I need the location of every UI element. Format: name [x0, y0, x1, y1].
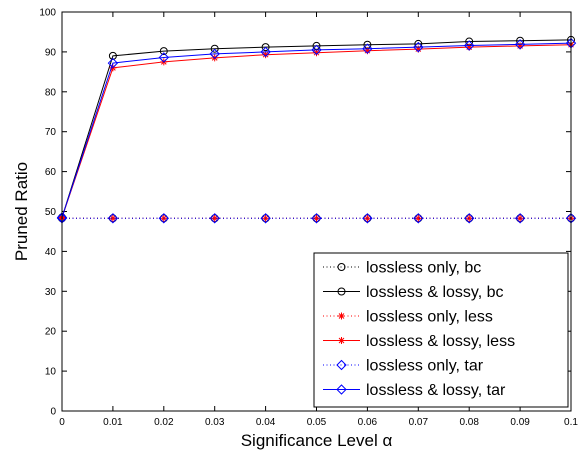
- x-tick-label: 0.07: [409, 417, 429, 428]
- diamond-marker: [158, 213, 170, 224]
- star-marker: [338, 312, 345, 320]
- diamond-marker: [514, 39, 526, 50]
- y-tick-label: 60: [45, 167, 57, 178]
- x-tick-label: 0.04: [256, 417, 276, 428]
- x-tick-label: 0.09: [510, 417, 530, 428]
- plot-frame: [61, 11, 572, 412]
- y-tick-label: 100: [39, 8, 56, 19]
- x-tick-label: 0.1: [564, 417, 578, 428]
- y-tick-label: 20: [45, 327, 57, 338]
- diamond-marker: [107, 57, 119, 69]
- diamond-marker: [260, 46, 271, 58]
- y-tick-label: 30: [45, 287, 57, 298]
- diamond-marker: [336, 384, 347, 395]
- diamond-marker: [413, 41, 424, 53]
- diamond-marker: [336, 359, 347, 371]
- legend-entry: lossless only, tar: [323, 358, 484, 375]
- circle-marker: [337, 263, 346, 271]
- series-line: [61, 39, 572, 218]
- legend-label: lossless & lossy, less: [366, 333, 515, 350]
- legend-label: lossless only, bc: [366, 260, 481, 277]
- diamond-marker: [362, 43, 373, 54]
- diamond-marker: [311, 213, 322, 224]
- legend-entry: lossless only, bc: [323, 260, 481, 277]
- legend-label: lossless & lossy, bc: [366, 284, 504, 301]
- y-tick-label: 10: [45, 367, 57, 378]
- y-tick-label: 80: [45, 87, 57, 98]
- series-lossless-lossy-bc: [58, 35, 575, 222]
- x-tick-label: 0.02: [154, 417, 174, 428]
- y-axis-title: Pruned Ratio: [12, 162, 31, 261]
- circle-marker: [108, 51, 117, 60]
- x-tick-label: 0: [59, 417, 65, 428]
- diamond-marker: [209, 213, 220, 224]
- series-group: [56, 35, 577, 224]
- y-tick-label: 0: [50, 407, 56, 418]
- diamond-marker: [107, 213, 119, 224]
- legend-entry: lossless & lossy, less: [323, 333, 515, 350]
- circle-marker: [261, 43, 270, 52]
- series-line: [61, 44, 572, 218]
- star-marker: [211, 214, 219, 222]
- diamond-marker: [413, 213, 424, 224]
- x-tick-label: 0.03: [205, 417, 225, 428]
- circle-marker: [210, 44, 219, 53]
- legend-entry: lossless & lossy, bc: [323, 284, 504, 301]
- x-tick-label: 0.01: [103, 417, 123, 428]
- series-lossless-lossy-tar: [56, 37, 577, 223]
- legend-label: lossless & lossy, tar: [366, 382, 506, 399]
- legend-label: lossless only, tar: [366, 358, 484, 375]
- diamond-marker: [514, 213, 526, 224]
- x-tick-label: 0.08: [459, 417, 479, 428]
- y-tick-label: 90: [45, 47, 57, 58]
- star-marker: [414, 214, 422, 222]
- diamond-marker: [463, 213, 475, 224]
- x-axis-title: Significance Level α: [241, 431, 393, 450]
- circle-marker: [159, 47, 168, 56]
- diamond-marker: [158, 52, 170, 63]
- series-lossless-lossy-less: [58, 41, 575, 221]
- circle-marker: [337, 287, 346, 296]
- diamond-marker: [362, 213, 373, 224]
- legend-box: [313, 252, 569, 408]
- series-line: [61, 42, 572, 218]
- y-tick-label: 50: [45, 207, 57, 218]
- star-marker: [338, 337, 345, 344]
- legend-entry: lossless only, less: [323, 309, 493, 326]
- diamond-marker: [463, 40, 475, 51]
- legend-entry: lossless & lossy, tar: [323, 382, 506, 399]
- x-tick-label: 0.05: [307, 417, 327, 428]
- diamond-marker: [209, 48, 220, 60]
- y-tick-label: 70: [45, 127, 57, 138]
- legend: lossless only, bc lossless & lossy, bc los…: [313, 252, 569, 408]
- diamond-marker: [311, 44, 322, 56]
- series-lossless-only-tar: [56, 213, 577, 224]
- x-tick-label: 0.06: [358, 417, 378, 428]
- diamond-marker: [260, 213, 271, 224]
- y-tick-label: 40: [45, 247, 57, 258]
- legend-label: lossless only, less: [366, 309, 493, 326]
